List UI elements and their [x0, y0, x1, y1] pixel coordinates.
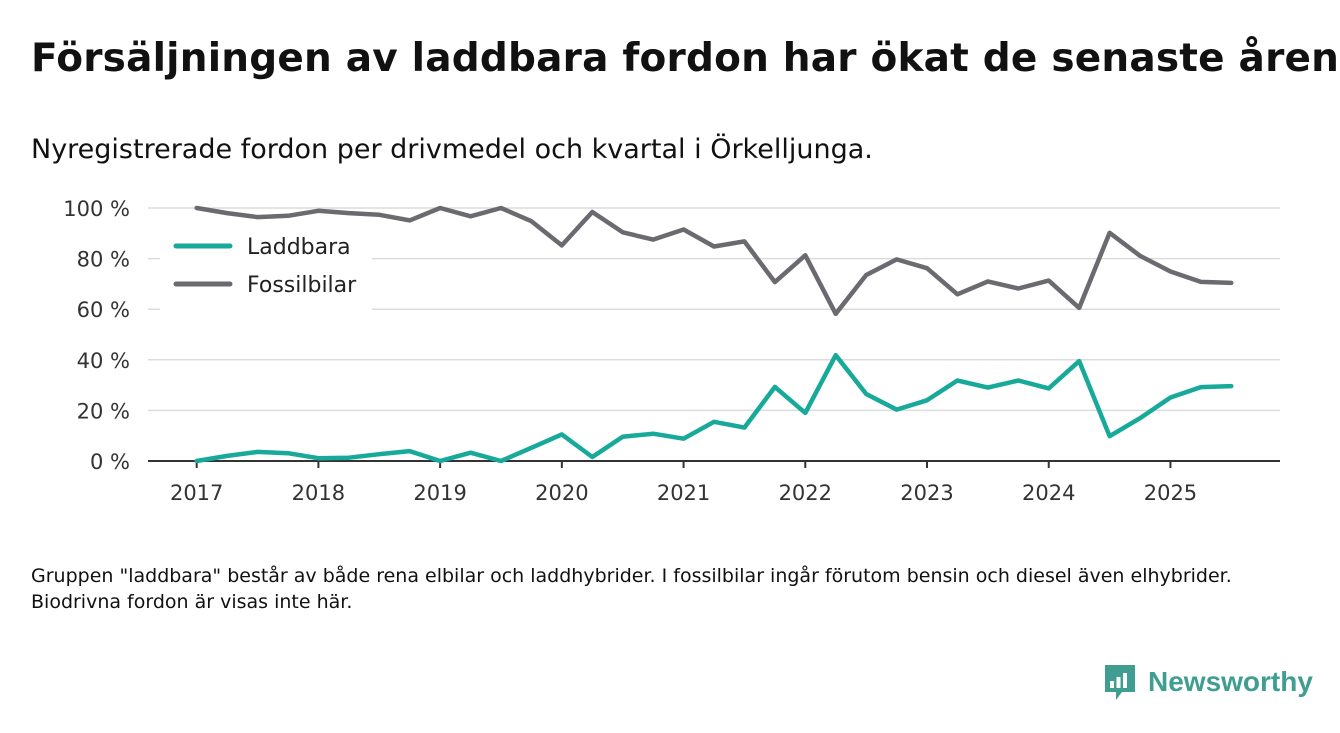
series-line-laddbara: [194, 352, 1234, 464]
legend-background: [160, 224, 372, 310]
chart-subtitle: Nyregistrerade fordon per drivmedel och …: [31, 134, 873, 165]
y-tick-label: 20 %: [77, 399, 130, 423]
x-tick-label: 2020: [535, 481, 588, 505]
x-tick-label: 2019: [413, 481, 466, 505]
x-tick-label: 2018: [292, 481, 345, 505]
y-tick-label: 40 %: [77, 349, 130, 373]
brand-name: Newsworthy: [1148, 666, 1313, 697]
x-tick-label: 2021: [657, 481, 710, 505]
newsworthy-logo-icon: [1105, 665, 1135, 700]
y-tick-label: 80 %: [77, 248, 130, 272]
x-tick-label: 2025: [1144, 481, 1197, 505]
brand: Newsworthy: [1102, 662, 1313, 702]
legend-label-fossilbilar: Fossilbilar: [247, 273, 357, 298]
x-tick-label: 2017: [170, 481, 223, 505]
x-tick-label: 2023: [900, 481, 953, 505]
x-tick-label: 2024: [1022, 481, 1075, 505]
y-tick-label: 100 %: [63, 197, 130, 221]
page-title: Försäljningen av laddbara fordon har öka…: [31, 36, 1340, 81]
y-tick-label: 0 %: [90, 450, 130, 474]
axes: 0 % 20 % 40 % 60 % 80 % 100 % 2017 2018 2019 2020…: [63, 197, 1280, 505]
y-tick-label: 60 %: [77, 298, 130, 322]
chart-footnote: Gruppen "laddbara" består av både rena e…: [31, 565, 1232, 613]
legend: Laddbara Fossilbilar: [160, 224, 372, 310]
series-lines: [194, 205, 1234, 464]
x-tick-label: 2022: [779, 481, 832, 505]
line-chart: 0 % 20 % 40 % 60 % 80 % 100 % 2017 2018 2019 2020…: [63, 197, 1280, 505]
series-line-fossilbilar: [194, 205, 1234, 317]
legend-label-laddbara: Laddbara: [247, 235, 351, 260]
